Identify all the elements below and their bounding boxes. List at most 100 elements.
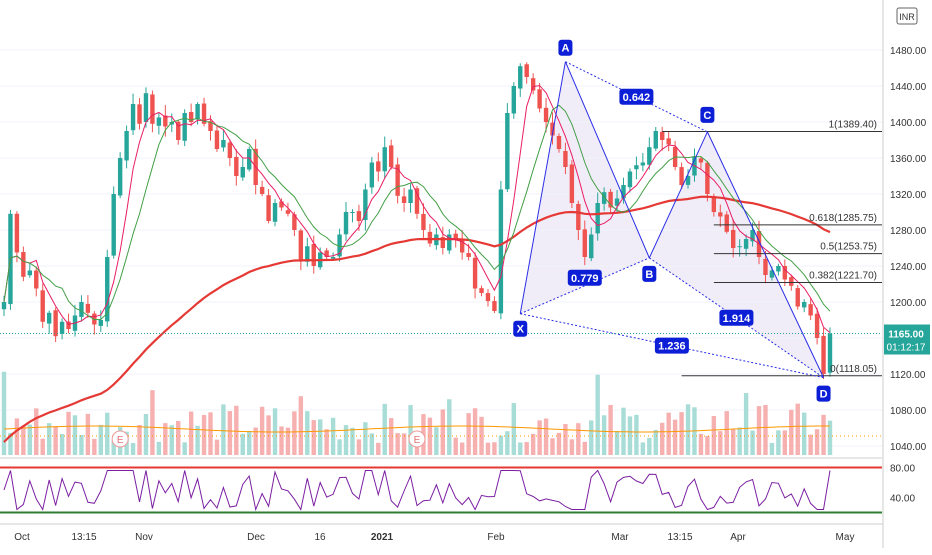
- volume-bar: [576, 423, 581, 455]
- volume-bar: [376, 442, 381, 455]
- volume-bar: [130, 442, 136, 455]
- pattern-leg-bc: [648, 131, 708, 259]
- candle-body: [608, 191, 613, 208]
- candle-body: [550, 122, 555, 136]
- volume-bar: [640, 442, 646, 455]
- candle-body: [569, 164, 575, 203]
- volume-bar: [14, 418, 20, 455]
- countdown-tag: 01:12:17: [887, 343, 926, 354]
- volume-bar: [427, 417, 433, 455]
- volume-bar: [182, 442, 187, 455]
- earnings-icon[interactable]: [408, 430, 426, 448]
- candle-body: [337, 234, 342, 257]
- price-axis-tick: 1120.00: [890, 370, 926, 381]
- candle-body: [34, 270, 39, 289]
- volume-bar: [143, 414, 149, 455]
- price-axis-tick: 1320.00: [890, 190, 927, 201]
- volume-bar: [105, 412, 110, 455]
- candle-body: [21, 252, 26, 277]
- earnings-icon[interactable]: [111, 430, 129, 448]
- fib-level-label: 1(1389.40): [829, 120, 877, 131]
- volume-bar: [318, 419, 323, 455]
- volume-bar: [34, 408, 39, 455]
- candle-body: [85, 303, 91, 313]
- volume-bar: [388, 418, 394, 455]
- rsi-axis-tick: 40.00: [890, 494, 915, 505]
- price-axis-tick: 1440.00: [890, 82, 927, 93]
- candle-body: [427, 231, 433, 244]
- candle-body: [563, 150, 568, 167]
- candle-body: [388, 145, 394, 167]
- volume-bar: [608, 405, 613, 455]
- volume-bar: [498, 435, 504, 455]
- candle-body: [105, 257, 110, 322]
- volume-bar: [408, 405, 413, 455]
- volume-bar: [666, 412, 671, 455]
- candle-body: [240, 167, 245, 178]
- candle-body: [150, 94, 155, 124]
- candle-body: [801, 302, 807, 308]
- volume-bar: [530, 433, 536, 455]
- pattern-point-x: X: [517, 324, 525, 336]
- candle-body: [537, 89, 542, 109]
- volume-bar: [582, 441, 587, 455]
- volume-bar: [27, 424, 33, 455]
- candle-body: [627, 171, 633, 188]
- candle-body: [769, 270, 775, 278]
- volume-bar: [472, 408, 478, 455]
- candle-body: [298, 230, 304, 262]
- volume-bar: [459, 442, 465, 455]
- candle-body: [718, 212, 723, 217]
- candle-body: [530, 78, 536, 91]
- candle-body: [363, 189, 368, 221]
- volume-bar: [176, 421, 181, 455]
- candle-body: [137, 104, 142, 124]
- volume-bar: [98, 424, 103, 455]
- candle-body: [524, 64, 529, 77]
- earnings-label: E: [117, 435, 124, 446]
- price-axis-tick: 1240.00: [890, 262, 927, 273]
- volume-bar: [350, 427, 355, 455]
- sma-medium-line: [3, 104, 831, 321]
- candle-body: [776, 266, 781, 272]
- volume-bar: [59, 434, 65, 455]
- volume-bar: [298, 396, 304, 455]
- currency-badge: INR: [899, 12, 915, 22]
- candle-body: [324, 250, 329, 257]
- volume-bar: [711, 416, 717, 455]
- pattern-ratio-label: 1.914: [723, 313, 751, 325]
- volume-bar: [66, 411, 71, 455]
- candle-body: [79, 302, 84, 317]
- volume-bar: [821, 414, 826, 455]
- time-axis-tick: May: [836, 532, 855, 543]
- volume-bar: [647, 437, 652, 455]
- currency-badge-box[interactable]: [896, 7, 918, 25]
- volume-bar: [634, 414, 639, 455]
- time-axis-tick: Oct: [14, 532, 30, 543]
- candle-body: [634, 165, 639, 170]
- volume-bar: [789, 409, 794, 455]
- volume-bar: [750, 430, 755, 455]
- volume-bar: [614, 430, 620, 455]
- pattern-point-c-bg: [700, 106, 715, 123]
- volume-bar: [556, 432, 562, 455]
- volume-bar: [627, 416, 633, 455]
- volume-bar: [595, 374, 600, 455]
- candle-body: [227, 142, 233, 158]
- volume-bar: [731, 429, 736, 455]
- pattern-point-c: C: [703, 110, 711, 122]
- volume-bar: [195, 425, 200, 455]
- volume-bar: [550, 438, 555, 455]
- candle-body: [782, 266, 788, 280]
- candle-body: [647, 147, 652, 165]
- volume-bar: [285, 427, 291, 455]
- volume-bar: [8, 432, 13, 455]
- volume-bar: [589, 420, 594, 455]
- volume-bar: [737, 427, 742, 455]
- volume-bar: [137, 424, 142, 455]
- candle-body: [511, 86, 516, 114]
- price-axis-tick: 1200.00: [890, 298, 927, 309]
- volume-bar: [705, 435, 710, 455]
